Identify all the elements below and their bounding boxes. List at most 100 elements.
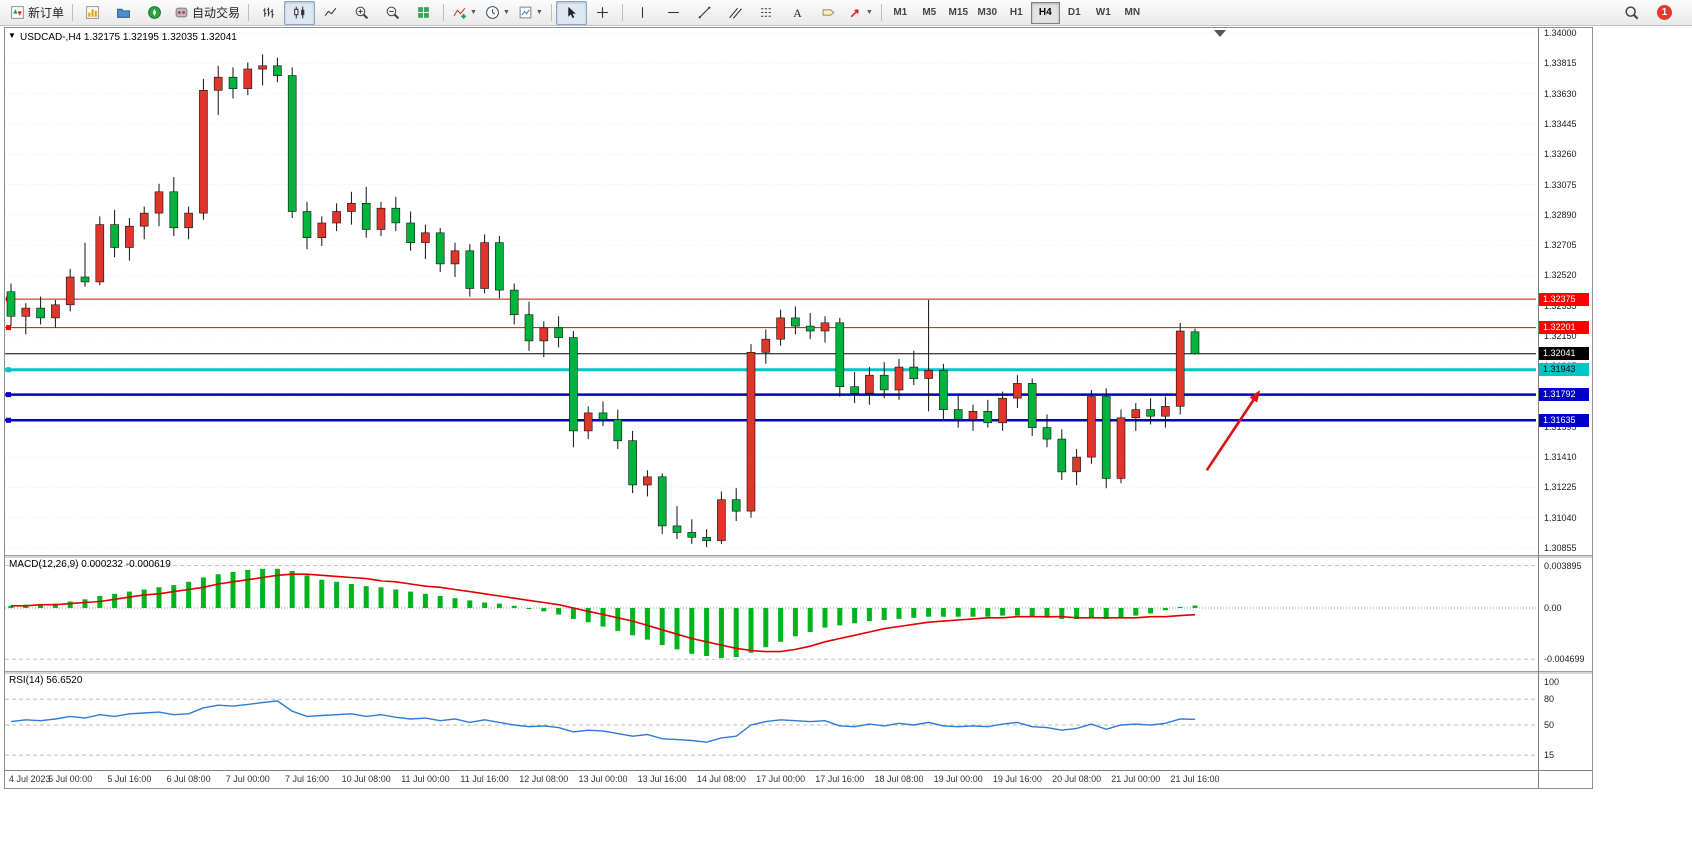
timeframe-w1-button[interactable]: W1: [1095, 7, 1111, 18]
indicators-icon: [453, 7, 466, 19]
price-scale-label: 1.33815: [1544, 58, 1577, 69]
template-icon: [519, 6, 532, 19]
time-axis-label: 21 Jul 16:00: [1170, 774, 1220, 784]
price-scale-label: 1.32705: [1544, 240, 1577, 251]
fibonacci-button[interactable]: [751, 1, 782, 25]
trendline-icon: [698, 6, 711, 19]
vertical-line-button[interactable]: [627, 1, 658, 25]
horizontal-line-button[interactable]: [658, 1, 689, 25]
search-button[interactable]: [1616, 1, 1647, 25]
toolbar-separator: [880, 4, 882, 21]
time-axis-label: 12 Jul 08:00: [519, 774, 569, 784]
indicators-button[interactable]: ▼: [448, 1, 481, 25]
tile-windows-button[interactable]: [408, 1, 439, 25]
price-scale-label: 1.33630: [1544, 88, 1577, 99]
bar-chart-mode-button[interactable]: [253, 1, 284, 25]
line-anchor[interactable]: [6, 417, 11, 423]
zoom-out-button[interactable]: [377, 1, 408, 25]
macd-scale[interactable]: 0.003895 0.00 -0.004699: [1539, 558, 1592, 671]
price-scale-label: 1.34000: [1544, 28, 1577, 38]
timeframe-h1-button[interactable]: H1: [1009, 7, 1023, 18]
rsi-scale[interactable]: 100 80 50 15: [1539, 674, 1592, 770]
new-chart-button[interactable]: [77, 1, 108, 25]
timeframe-m15-button[interactable]: M15: [948, 7, 968, 18]
price-scale[interactable]: 1.34000 1.33815 1.33630 1.33445 1.33260 1.330…: [1539, 28, 1592, 555]
time-axis-label: 17 Jul 16:00: [815, 774, 865, 784]
timeframe-m30-button[interactable]: M30: [977, 7, 997, 18]
price-badge: 1.31792: [1539, 388, 1589, 402]
trendline-button[interactable]: [689, 1, 720, 25]
timeframe-d1-button[interactable]: D1: [1067, 7, 1081, 18]
time-axis-label: 19 Jul 00:00: [933, 774, 983, 784]
macd-signal-line: [11, 573, 1196, 653]
line-anchor[interactable]: [6, 325, 11, 331]
price-badge: 1.31635: [1539, 413, 1589, 427]
horizontal-line-objects: [5, 296, 1536, 423]
chart-shift-marker-icon[interactable]: [1214, 30, 1226, 37]
macd-chart-canvas[interactable]: [5, 558, 1536, 671]
price-badge: 1.32041: [1539, 347, 1589, 361]
time-axis-label: 21 Jul 00:00: [1111, 774, 1161, 784]
time-axis-label: 5 Jul 00:00: [48, 774, 93, 784]
rsi-scale-label: 50: [1544, 720, 1555, 730]
rsi-chart-canvas[interactable]: [5, 674, 1536, 770]
rsi-scale-label: 15: [1544, 750, 1555, 761]
toolbar-separator: [248, 4, 250, 21]
auto-trading-button[interactable]: 自动交易: [170, 1, 244, 25]
timeframe-m1-button[interactable]: M1: [893, 7, 908, 18]
time-axis-label: 14 Jul 08:00: [696, 774, 746, 784]
price-scale-label: 1.32335: [1544, 300, 1577, 311]
time-axis-label: 19 Jul 16:00: [992, 774, 1042, 784]
templates-button[interactable]: ▼: [514, 1, 547, 25]
price-chart-canvas[interactable]: [5, 28, 1536, 555]
channel-icon: [729, 7, 742, 19]
trend-arrow-object[interactable]: [1205, 390, 1261, 471]
price-scale-label: 1.31595: [1544, 421, 1577, 432]
text-button[interactable]: A: [782, 1, 813, 25]
rsi-scale-label: 80: [1544, 694, 1555, 705]
timeframe-m5-button[interactable]: M5: [922, 7, 937, 18]
timeframe-h4-button[interactable]: H4: [1030, 1, 1060, 24]
line-chart-mode-button[interactable]: [315, 1, 346, 25]
profiles-button[interactable]: [108, 1, 139, 25]
text-label-button[interactable]: [813, 1, 844, 25]
cursor-button[interactable]: [555, 0, 587, 25]
periods-button[interactable]: ▼: [481, 1, 514, 25]
price-scale-label: 1.31225: [1544, 482, 1577, 493]
time-axis-label: 11 Jul 16:00: [460, 774, 509, 784]
rsi-scale-label: 100: [1544, 677, 1560, 687]
auto-trading-icon: [175, 7, 188, 18]
arrows-button[interactable]: ▼: [844, 1, 877, 25]
price-scale-label: 1.33260: [1544, 149, 1577, 160]
zoom-in-icon: [355, 6, 369, 20]
main-chart-pane: ▼ USDCAD-,H4 1.32175 1.32195 1.32035 1.3…: [5, 28, 1592, 555]
shapes-icon: [850, 9, 859, 18]
line-anchor[interactable]: [6, 392, 11, 398]
candlestick-mode-button[interactable]: [284, 0, 316, 25]
crosshair-button[interactable]: [587, 1, 618, 25]
timeframe-mn-button[interactable]: MN: [1124, 7, 1141, 18]
time-axis-label: 18 Jul 08:00: [874, 774, 924, 784]
new-order-button[interactable]: 新订单: [6, 1, 68, 25]
auto-trading-label: 自动交易: [192, 6, 241, 20]
equidistant-channel-button[interactable]: [720, 1, 751, 25]
pane-splitter[interactable]: [5, 671, 1592, 674]
candlestick-series: [6, 54, 1200, 548]
navigator-button[interactable]: [139, 1, 170, 25]
toolbar-separator: [550, 4, 552, 21]
rsi-indicator-pane: RSI(14) 56.6520 100 80 50 15: [5, 674, 1592, 770]
time-axis[interactable]: 4 Jul 2023 5 Jul 00:00 5 Jul 16:00 6 Jul 08…: [5, 770, 1592, 788]
macd-label: MACD(12,26,9) 0.000232 -0.000619: [9, 559, 171, 570]
dropdown-caret-icon: ▼: [865, 9, 873, 16]
macd-scale-label: 0.003895: [1544, 560, 1582, 571]
line-anchor[interactable]: [6, 367, 11, 373]
main-toolbar: 新订单 自动交易 ▼ ▼ ▼ A ▼ M1 M5 M15 M30 H1 H4 D1 W1 MN 1: [0, 0, 1692, 26]
quick-trade-toggle-icon[interactable]: ▼: [8, 31, 16, 40]
vertical-line-icon: [641, 7, 643, 18]
price-scale-label: 1.30855: [1544, 543, 1577, 553]
notification-badge[interactable]: 1: [1657, 5, 1672, 20]
macd-scale-label: 0.00: [1544, 603, 1562, 613]
symbol-ohlc-info: USDCAD-,H4 1.32175 1.32195 1.32035 1.320…: [20, 32, 237, 43]
pane-splitter[interactable]: [5, 555, 1592, 558]
zoom-in-button[interactable]: [346, 1, 377, 25]
